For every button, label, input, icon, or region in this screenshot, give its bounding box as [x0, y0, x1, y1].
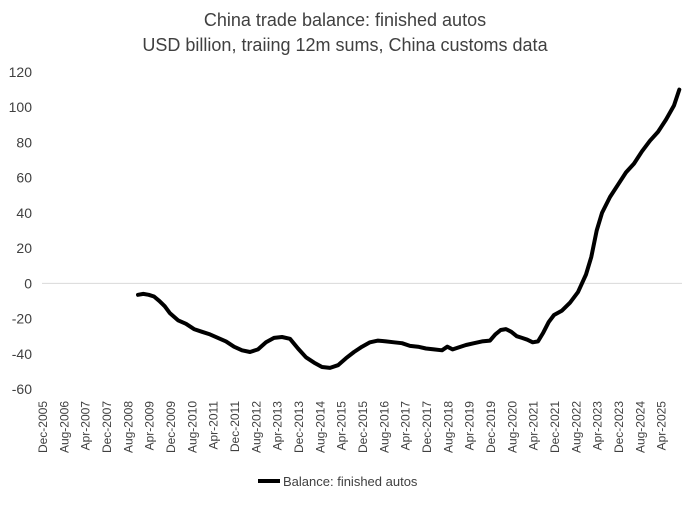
- x-tick-label: Aug-2016: [377, 401, 391, 453]
- legend: Balance: finished autos: [258, 474, 418, 489]
- x-axis: Dec-2005 Aug-2006 Apr-2007 Dec-2007 Aug-2008…: [36, 401, 669, 453]
- y-tick-label: 80: [16, 134, 32, 150]
- y-tick-label: -60: [12, 381, 32, 397]
- chart-subtitle: USD billion, traiing 12m sums, China cus…: [142, 35, 548, 55]
- x-tick-label: Dec-2021: [548, 401, 562, 453]
- y-tick-label: 0: [24, 275, 32, 291]
- x-tick-label: Dec-2007: [100, 401, 114, 453]
- x-tick-label: Dec-2005: [36, 401, 50, 453]
- legend-label: Balance: finished autos: [283, 474, 418, 489]
- x-tick-label: Apr-2021: [527, 401, 541, 451]
- x-tick-label: Apr-2007: [79, 401, 93, 451]
- y-tick-label: -40: [12, 346, 32, 362]
- y-tick-label: 60: [16, 170, 32, 186]
- x-tick-label: Dec-2013: [292, 401, 306, 453]
- y-tick-label: 120: [9, 64, 33, 80]
- x-tick-label: Apr-2013: [271, 401, 285, 451]
- x-tick-label: Aug-2006: [57, 401, 71, 453]
- x-tick-label: Apr-2019: [463, 401, 477, 451]
- chart-title: China trade balance: finished autos: [204, 10, 486, 30]
- x-tick-label: Aug-2010: [185, 401, 199, 453]
- x-tick-label: Aug-2008: [121, 401, 135, 453]
- x-tick-label: Dec-2023: [612, 401, 626, 453]
- y-axis: -60 -40 -20 0 20 40 60 80 100 120: [9, 64, 33, 397]
- x-tick-label: Apr-2009: [143, 401, 157, 451]
- x-tick-label: Apr-2025: [655, 401, 669, 451]
- y-tick-label: 100: [9, 99, 33, 115]
- x-tick-label: Apr-2015: [335, 401, 349, 451]
- x-tick-label: Apr-2017: [399, 401, 413, 451]
- x-tick-label: Aug-2018: [441, 401, 455, 453]
- x-tick-label: Dec-2011: [228, 401, 242, 452]
- series-line-balance: [136, 87, 682, 370]
- x-tick-label: Apr-2023: [591, 401, 605, 451]
- x-tick-label: Dec-2017: [420, 401, 434, 453]
- x-tick-label: Aug-2014: [313, 401, 327, 453]
- y-tick-label: 20: [16, 240, 32, 256]
- x-tick-label: Aug-2012: [249, 401, 263, 453]
- x-tick-label: Dec-2015: [356, 401, 370, 453]
- x-tick-label: Dec-2009: [164, 401, 178, 453]
- x-tick-label: Dec-2019: [484, 401, 498, 453]
- x-tick-label: Aug-2022: [569, 401, 583, 453]
- x-tick-label: Apr-2011: [207, 401, 221, 450]
- y-tick-label: -20: [12, 311, 32, 327]
- x-tick-label: Aug-2024: [633, 401, 647, 453]
- y-tick-label: 40: [16, 205, 32, 221]
- x-tick-label: Aug-2020: [505, 401, 519, 453]
